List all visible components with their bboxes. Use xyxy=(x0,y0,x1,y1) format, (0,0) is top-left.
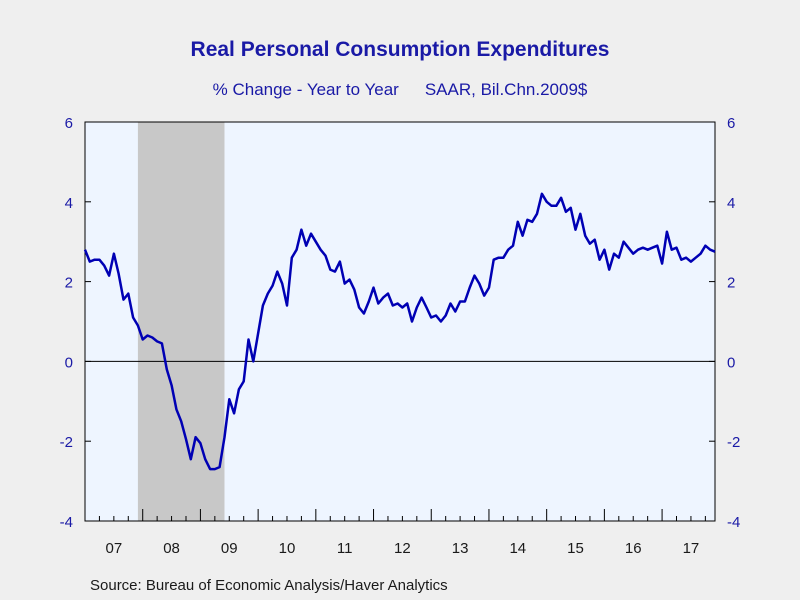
chart-subtitle: % Change - Year to Year SAAR, Bil.Chn.200… xyxy=(0,80,800,100)
x-tick-label: 10 xyxy=(279,540,296,557)
y-tick-label-right: -2 xyxy=(727,434,740,451)
y-tick-label-left: 4 xyxy=(65,195,73,212)
chart-title: Real Personal Consumption Expenditures xyxy=(190,38,610,61)
y-tick-label-left: -4 xyxy=(60,514,73,531)
x-tick-label: 12 xyxy=(394,540,411,557)
x-tick-label: 13 xyxy=(452,540,469,557)
y-tick-label-right: 6 xyxy=(727,115,735,132)
y-tick-label-right: -4 xyxy=(727,514,740,531)
series-line xyxy=(83,192,716,471)
x-tick-label: 14 xyxy=(509,540,526,557)
x-tick-label: 11 xyxy=(337,540,353,557)
source-note: Source: Bureau of Economic Analysis/Have… xyxy=(90,577,448,594)
y-tick-label-left: 6 xyxy=(65,115,73,132)
y-tick-label-right: 4 xyxy=(727,195,735,212)
plot-frame xyxy=(84,121,716,522)
subtitle-measure: % Change - Year to Year xyxy=(212,80,399,99)
y-tick-label-left: 0 xyxy=(65,354,73,371)
recession-band xyxy=(137,122,225,521)
x-tick-label: 08 xyxy=(163,540,180,557)
x-tick-label: 07 xyxy=(106,540,123,557)
y-tick-label-right: 2 xyxy=(727,275,735,292)
x-tick-label: 15 xyxy=(567,540,584,557)
y-tick-label-right: 0 xyxy=(727,354,735,371)
subtitle-units: SAAR, Bil.Chn.2009$ xyxy=(424,80,588,99)
y-tick-label-left: -2 xyxy=(60,434,73,451)
y-tick-label-left: 2 xyxy=(65,275,73,292)
x-tick-label: 17 xyxy=(683,540,700,557)
x-tick-label: 09 xyxy=(221,540,238,557)
x-tick-label: 16 xyxy=(625,540,642,557)
